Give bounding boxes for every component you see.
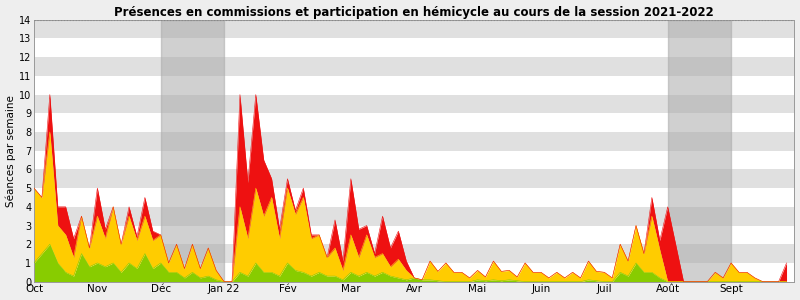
Bar bbox=[34, 57, 794, 76]
Bar bbox=[34, 38, 794, 57]
Bar bbox=[34, 20, 794, 38]
Bar bbox=[668, 20, 731, 282]
Bar bbox=[34, 226, 794, 244]
Bar bbox=[34, 94, 794, 113]
Bar bbox=[34, 207, 794, 226]
Bar bbox=[34, 76, 794, 94]
Bar bbox=[34, 169, 794, 188]
Bar bbox=[34, 151, 794, 169]
Y-axis label: Séances par semaine: Séances par semaine bbox=[6, 95, 16, 207]
Title: Présences en commissions et participation en hémicycle au cours de la session 20: Présences en commissions et participatio… bbox=[114, 6, 714, 19]
Bar bbox=[34, 244, 794, 263]
Bar bbox=[161, 20, 224, 282]
Bar bbox=[34, 113, 794, 132]
Bar bbox=[34, 263, 794, 282]
Bar bbox=[34, 132, 794, 151]
Bar bbox=[34, 188, 794, 207]
